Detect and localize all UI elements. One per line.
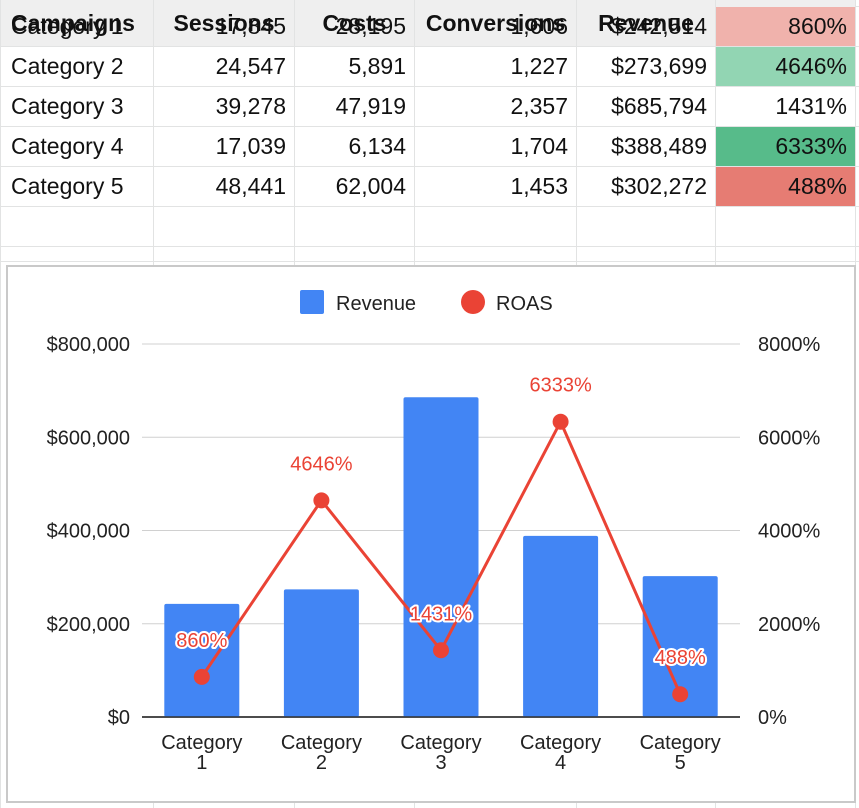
right-axis-tick-label: 4000% (758, 521, 820, 543)
bar-revenue (283, 589, 359, 717)
grid-row-line (0, 206, 859, 207)
table-cell[interactable]: 17,845 (215, 13, 286, 39)
table-cell[interactable]: 47,919 (335, 93, 406, 119)
x-tick-label: Category (640, 732, 721, 754)
roas-data-label: 488% (655, 647, 706, 669)
bar-revenue (642, 576, 718, 717)
header-cell-sessions[interactable]: Sessions (154, 0, 294, 46)
legend-revenue-label: Revenue (336, 293, 416, 315)
table-cell[interactable]: 1,453 (510, 173, 568, 199)
x-tick-label: 3 (435, 752, 446, 774)
table-cell[interactable]: 28,195 (335, 13, 406, 39)
table-cell[interactable]: 62,004 (335, 173, 406, 199)
x-tick-label: 1 (196, 752, 207, 774)
chart-svg: $0 $200,000 $400,000 $600,000 $800,000 0% 2000… (47, 290, 820, 774)
table-cell[interactable]: 6,134 (348, 133, 406, 159)
left-axis-tick-label: $600,000 (47, 427, 130, 449)
table-cell[interactable]: 6333% (716, 127, 855, 166)
left-axis-tick-label: $400,000 (47, 521, 130, 543)
header-cell-revenue[interactable]: Revenue (577, 0, 715, 46)
table-cell[interactable]: 488% (716, 167, 855, 206)
table-cell[interactable]: $685,794 (611, 93, 707, 119)
table-cell[interactable]: 4646% (716, 47, 855, 86)
x-tick-label: Category (161, 732, 242, 754)
table-cell[interactable]: 1,227 (510, 53, 568, 79)
header-cell-campaigns[interactable]: Campaigns (1, 0, 153, 46)
campaign-cell[interactable]: Category 4 (11, 133, 124, 159)
legend-roas-swatch (461, 290, 485, 314)
left-axis-tick-label: $800,000 (47, 334, 130, 356)
left-axis-tick-label: $0 (108, 707, 130, 729)
right-axis-tick-label: 0% (758, 707, 787, 729)
roas-data-label: 1431% (410, 603, 472, 625)
grid-row-line (0, 166, 859, 167)
grid-row-line (0, 126, 859, 127)
right-axis-tick-label: 2000% (758, 614, 820, 636)
table-cell[interactable]: 24,547 (215, 53, 286, 79)
right-axis-tick-label: 8000% (758, 334, 820, 356)
campaign-cell[interactable]: Category 3 (11, 93, 124, 119)
header-cell-costs[interactable]: Costs (295, 0, 414, 46)
roas-point (313, 492, 330, 509)
left-axis-tick-label: $200,000 (47, 614, 130, 636)
campaign-cell[interactable]: Category 5 (11, 173, 124, 199)
table-cell[interactable]: 48,441 (215, 173, 286, 199)
table-cell[interactable]: $388,489 (611, 133, 707, 159)
roas-data-label: 6333% (529, 375, 591, 397)
campaign-cell[interactable]: Category 1 (11, 13, 124, 39)
table-cell[interactable]: $302,272 (611, 173, 707, 199)
roas-point (193, 668, 210, 685)
campaign-cell[interactable]: Category 2 (11, 53, 124, 79)
bar-revenue (164, 603, 240, 717)
grid-row-line (0, 46, 859, 47)
x-tick-label: Category (281, 732, 362, 754)
table-cell[interactable]: 1,606 (510, 13, 568, 39)
legend-revenue-swatch (300, 290, 324, 314)
table-cell[interactable]: $242,514 (611, 13, 707, 39)
x-tick-label: Category (400, 732, 481, 754)
bar-revenue (403, 397, 479, 717)
right-axis-tick-label: 6000% (758, 427, 820, 449)
header-cell-conversions[interactable]: Conversions (415, 0, 576, 46)
grid-column-line (0, 0, 1, 808)
table-cell[interactable]: 17,039 (215, 133, 286, 159)
bar-revenue (523, 535, 599, 717)
table-cell[interactable]: 2,357 (510, 93, 568, 119)
roas-point (672, 686, 689, 703)
table-cell[interactable]: 5,891 (348, 53, 406, 79)
x-tick-label: 4 (555, 752, 566, 774)
roas-point (433, 642, 449, 659)
table-cell[interactable]: $273,699 (611, 53, 707, 79)
table-cell[interactable]: 1,704 (510, 133, 568, 159)
table-cell[interactable]: 39,278 (215, 93, 286, 119)
combo-chart[interactable]: $0 $200,000 $400,000 $600,000 $800,000 0% 2000… (6, 265, 856, 803)
grid-row-line (0, 246, 859, 247)
grid-row-line (0, 261, 859, 262)
legend-roas-label: ROAS (496, 293, 553, 315)
x-tick-label: Category (520, 732, 601, 754)
roas-data-label: 860% (176, 630, 227, 652)
grid-row-line (0, 86, 859, 87)
roas-point (552, 413, 569, 430)
table-cell[interactable]: 1431% (716, 87, 855, 126)
x-tick-label: 2 (316, 752, 327, 774)
roas-data-label: 4646% (290, 453, 352, 475)
x-tick-label: 5 (675, 752, 686, 774)
table-cell[interactable]: 860% (716, 7, 855, 46)
